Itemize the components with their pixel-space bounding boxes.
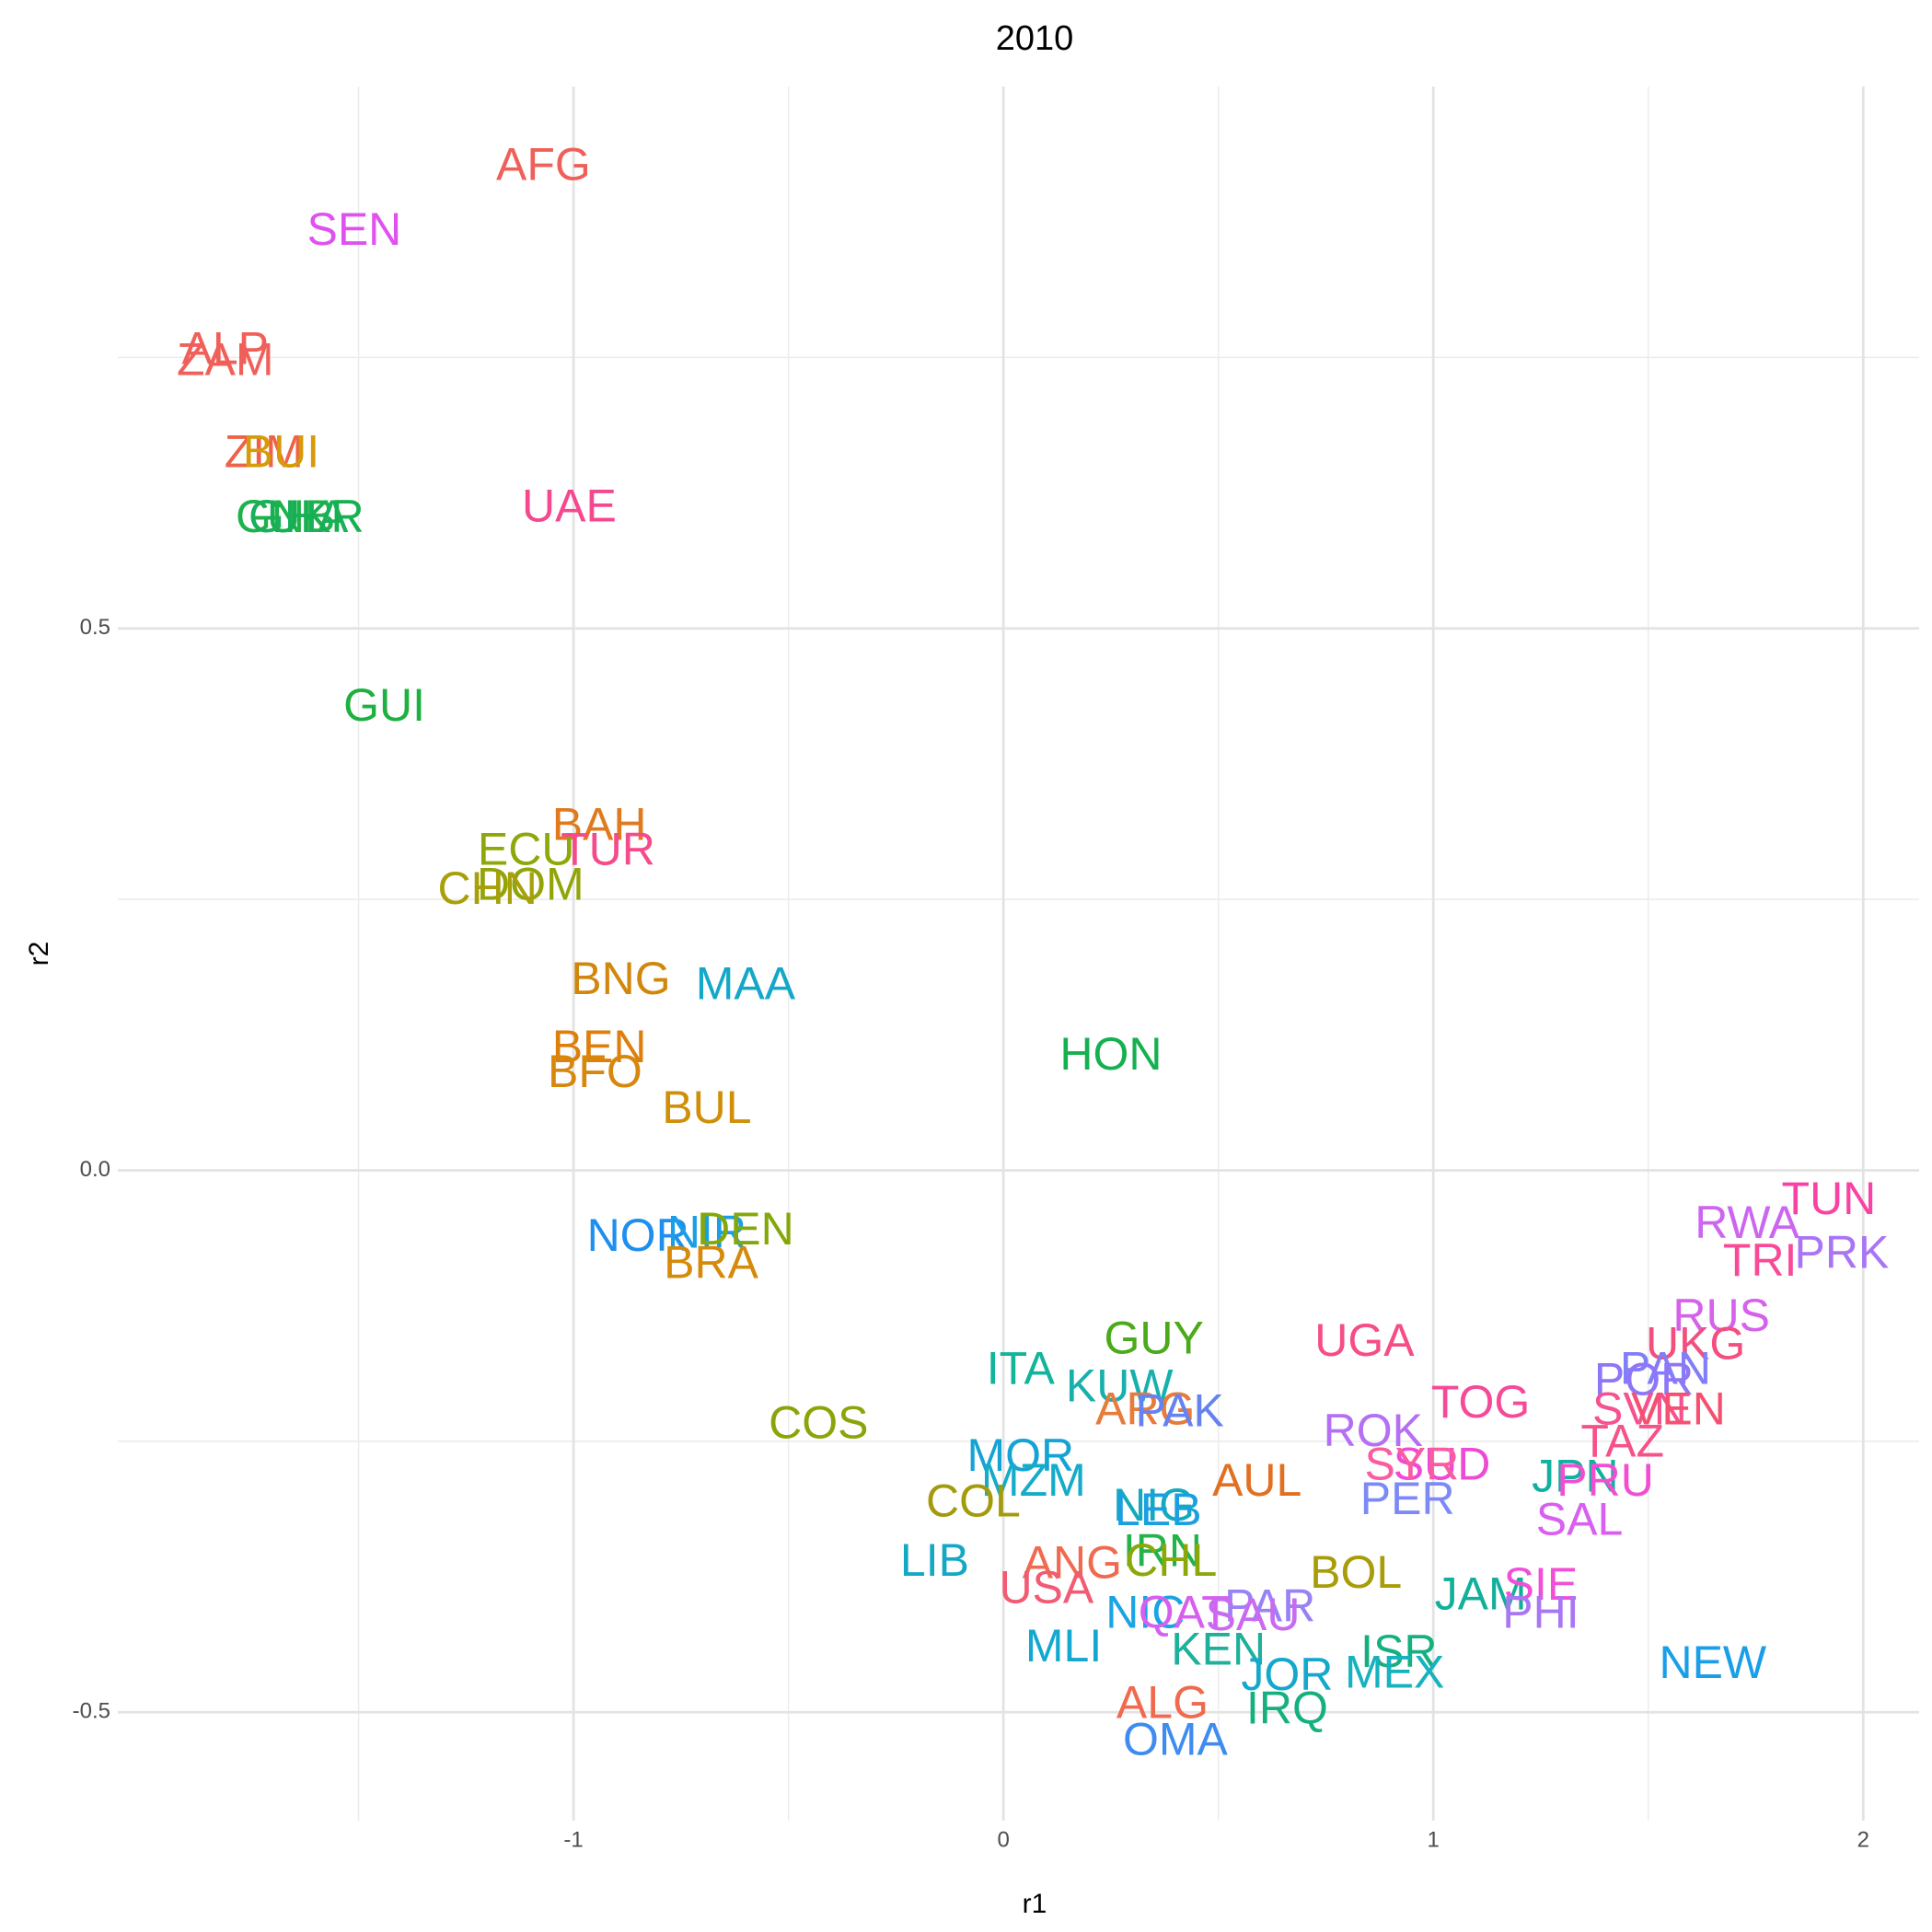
point-label: HON bbox=[1059, 1028, 1162, 1080]
point-label: UAE bbox=[522, 480, 617, 531]
point-label: SUD bbox=[1394, 1438, 1491, 1489]
point-label: PRU bbox=[1556, 1454, 1654, 1506]
point-label: DEN bbox=[697, 1203, 794, 1255]
point-label: ZIM bbox=[225, 426, 304, 478]
point-label: COL bbox=[926, 1475, 1021, 1526]
y-tick-label: 0.0 bbox=[80, 1157, 110, 1182]
point-label: PER bbox=[1360, 1473, 1455, 1524]
point-label: GUY bbox=[1104, 1313, 1203, 1364]
point-label: AFG bbox=[496, 139, 591, 191]
point-label: MOR bbox=[967, 1429, 1075, 1481]
point-label: LIB bbox=[900, 1534, 969, 1586]
point-label: BNG bbox=[571, 953, 670, 1004]
point-label: SIE bbox=[1504, 1558, 1579, 1610]
point-label: VEN bbox=[1631, 1382, 1726, 1434]
x-tick-label: 2 bbox=[1857, 1827, 1869, 1852]
point-label: ISR bbox=[1360, 1625, 1437, 1677]
point-label: COS bbox=[769, 1397, 868, 1449]
point-label: SYR bbox=[1364, 1438, 1459, 1489]
point-label: TRI bbox=[1723, 1234, 1798, 1286]
point-label: BOL bbox=[1310, 1546, 1402, 1598]
point-label: UGA bbox=[1314, 1314, 1415, 1366]
point-label: ECU bbox=[478, 824, 575, 875]
point-label: TUR bbox=[561, 824, 655, 875]
point-label: JAM bbox=[1435, 1568, 1527, 1620]
point-label: KUW bbox=[1066, 1360, 1174, 1412]
point-label: ZAM bbox=[177, 333, 274, 385]
y-axis-title: r2 bbox=[24, 942, 54, 966]
point-label: ANG bbox=[1023, 1536, 1122, 1588]
point-label: PRK bbox=[1795, 1227, 1890, 1278]
point-label: TAZ bbox=[1580, 1416, 1664, 1467]
chart-title: 2010 bbox=[996, 19, 1074, 58]
point-label: SEN bbox=[307, 203, 401, 255]
y-tick-label: -0.5 bbox=[73, 1699, 110, 1724]
point-label: JPN bbox=[1532, 1450, 1618, 1501]
point-label: BFO bbox=[548, 1046, 642, 1097]
point-label: PHI bbox=[1502, 1587, 1579, 1638]
point-label: LEB bbox=[1115, 1484, 1202, 1535]
point-label: UKR bbox=[267, 491, 364, 542]
point-label: PAN bbox=[1620, 1343, 1711, 1394]
x-tick-label: 1 bbox=[1428, 1827, 1440, 1852]
point-label: IRQ bbox=[1246, 1682, 1328, 1733]
point-label: DOM bbox=[477, 858, 584, 909]
point-label: OMA bbox=[1123, 1713, 1229, 1764]
point-label: SVN bbox=[1592, 1382, 1687, 1434]
point-label: ARG bbox=[1095, 1382, 1195, 1434]
point-label: BUI bbox=[243, 426, 319, 478]
point-label: USA bbox=[999, 1562, 1093, 1614]
point-label: NIG bbox=[1113, 1479, 1195, 1531]
x-tick-label: 0 bbox=[997, 1827, 1009, 1852]
x-axis-title: r1 bbox=[1023, 1889, 1047, 1919]
point-label: BAH bbox=[552, 799, 647, 850]
point-label: MZM bbox=[981, 1454, 1086, 1506]
point-label: NOR bbox=[587, 1209, 689, 1261]
point-label: UKG bbox=[1646, 1318, 1745, 1370]
point-label: BUL bbox=[662, 1082, 751, 1133]
point-label: PAR bbox=[1224, 1580, 1315, 1632]
point-label: NEW bbox=[1659, 1637, 1766, 1688]
point-label: ROK bbox=[1324, 1405, 1423, 1456]
point-label: MAA bbox=[696, 958, 796, 1010]
point-label: RUS bbox=[1672, 1290, 1770, 1341]
point-label: GNB bbox=[236, 491, 335, 542]
point-label: QAT bbox=[1139, 1587, 1230, 1638]
point-label: RWA bbox=[1695, 1197, 1800, 1248]
point-label: ALG bbox=[1116, 1676, 1209, 1728]
point-label: GUI bbox=[343, 679, 425, 731]
point-label: PAK bbox=[1135, 1385, 1223, 1437]
point-label: CHL bbox=[1125, 1534, 1217, 1586]
point-label: IRN bbox=[1123, 1525, 1202, 1577]
point-label: AUL bbox=[1212, 1454, 1301, 1506]
point-label: TOG bbox=[1431, 1376, 1530, 1428]
point-label: ITA bbox=[987, 1343, 1056, 1394]
point-label: KEN bbox=[1171, 1624, 1266, 1675]
point-label: NIR bbox=[667, 1206, 746, 1257]
point-label: BEN bbox=[552, 1021, 647, 1072]
point-label: ALP bbox=[182, 323, 270, 375]
point-label: TUN bbox=[1782, 1173, 1877, 1224]
point-label: MEX bbox=[1345, 1646, 1444, 1697]
x-tick-label: -1 bbox=[563, 1827, 583, 1852]
point-label: SAL bbox=[1536, 1493, 1624, 1544]
point-label: GHA bbox=[249, 491, 349, 542]
point-label: NIC bbox=[1105, 1587, 1185, 1638]
y-tick-label: 0.5 bbox=[80, 615, 110, 640]
point-label: JOR bbox=[1241, 1649, 1333, 1700]
point-label: SAU bbox=[1206, 1589, 1301, 1640]
point-label: POR bbox=[1594, 1353, 1694, 1405]
point-label: MLI bbox=[1025, 1620, 1102, 1672]
point-label: CHN bbox=[438, 862, 538, 914]
point-label: BRA bbox=[664, 1236, 758, 1288]
